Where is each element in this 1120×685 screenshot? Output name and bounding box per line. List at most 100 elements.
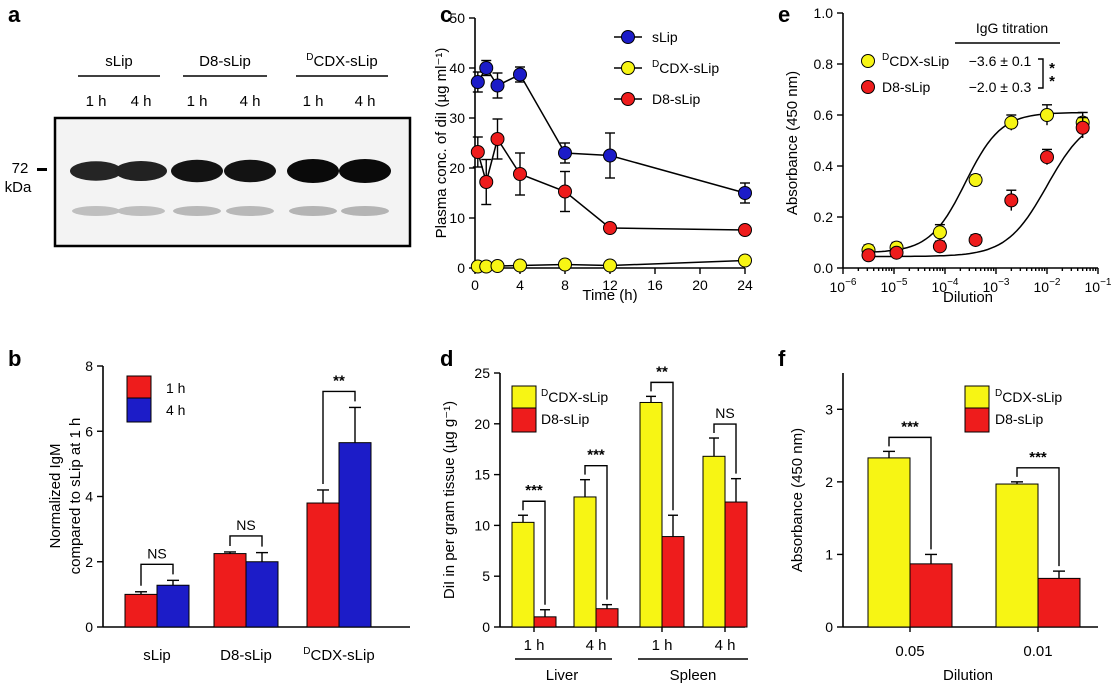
panel-label-e: e bbox=[778, 2, 790, 27]
e-point-CDX-sLip bbox=[1004, 115, 1019, 130]
d-y-tick-label: 0 bbox=[482, 619, 490, 635]
e-y-tick-label: 0.2 bbox=[814, 209, 834, 225]
e-legend-marker bbox=[861, 54, 875, 68]
c-legend-marker bbox=[621, 61, 635, 75]
c-y-tick-label: 20 bbox=[449, 160, 465, 176]
e-point-D8-sLip bbox=[889, 245, 904, 260]
e-legend-marker bbox=[861, 80, 875, 94]
f-legend-swatch bbox=[964, 407, 990, 433]
b-bar-1h bbox=[124, 593, 158, 628]
b-y-tick-label: 0 bbox=[85, 619, 93, 635]
e-point-D8-sLip bbox=[968, 232, 983, 247]
d-legend-swatch bbox=[511, 407, 537, 433]
c-point-D8-sLip bbox=[513, 167, 527, 181]
gel-lane-label: 4 h bbox=[240, 93, 261, 110]
f-significance-bracket bbox=[888, 436, 932, 550]
gel-band-lower bbox=[341, 206, 389, 216]
d-bar-D8-sLip bbox=[724, 501, 748, 628]
c-legend-label-text: CDX-sLip bbox=[659, 60, 719, 76]
d-significance-label: ** bbox=[656, 363, 668, 380]
c-x-tick-label: 0 bbox=[471, 277, 479, 293]
e-x-tick-base: 10 bbox=[830, 279, 846, 295]
d-legend-swatch bbox=[511, 385, 537, 411]
e-point-CDX-sLip bbox=[968, 173, 983, 188]
e-x-tick-label: 10−2 bbox=[1034, 277, 1061, 295]
b-significance-bracket bbox=[140, 563, 174, 586]
e-titer-value: −3.6 ± 0.1 bbox=[969, 53, 1032, 69]
d-x-tick-label: 4 h bbox=[715, 637, 736, 654]
b-significance-label: NS bbox=[236, 517, 255, 533]
f-y-tick-label: 2 bbox=[825, 474, 833, 490]
c-point-sLip bbox=[558, 146, 572, 160]
e-x-tick-exponent: −4 bbox=[947, 277, 959, 288]
b-significance-bracket bbox=[229, 535, 263, 547]
gel-band-72kda bbox=[339, 159, 391, 183]
e-point-D8-sLip bbox=[1040, 150, 1054, 165]
c-y-tick-label: 50 bbox=[449, 10, 465, 26]
d-group-label-liver: Liver bbox=[546, 667, 579, 684]
panel-label-a: a bbox=[8, 2, 21, 27]
e-x-tick-label: 10−3 bbox=[983, 277, 1010, 295]
f-significance-label: *** bbox=[901, 418, 919, 435]
d-significance-label: *** bbox=[587, 447, 605, 464]
gel-lane-label: 1 h bbox=[86, 93, 107, 110]
c-y-tick-label: 10 bbox=[449, 210, 465, 226]
f-y-tick-label: 1 bbox=[825, 546, 833, 562]
c-y-axis-label: Plasma conc. of diI (µg ml⁻¹) bbox=[433, 48, 450, 239]
c-point-sLip bbox=[470, 75, 485, 89]
b-bar-4h bbox=[338, 442, 372, 628]
gel-marker-unit: kDa bbox=[5, 179, 32, 196]
d-group-label-spleen: Spleen bbox=[670, 667, 717, 684]
e-titer-value: −2.0 ± 0.3 bbox=[969, 79, 1032, 95]
d-bar-CDX-sLip bbox=[511, 521, 535, 628]
c-point-sLip bbox=[490, 78, 505, 93]
d-bar-CDX-sLip bbox=[639, 401, 663, 628]
b-legend-label: 1 h bbox=[166, 380, 185, 396]
gel-marker-value: 72 bbox=[12, 160, 29, 177]
gel-band-72kda bbox=[70, 161, 122, 181]
c-point-D8-sLip bbox=[479, 175, 494, 189]
b-y-tick-label: 8 bbox=[85, 358, 93, 374]
gel-band-lower bbox=[173, 206, 221, 216]
b-legend-label: 4 h bbox=[166, 402, 185, 418]
f-bar-D8-sLip bbox=[909, 563, 953, 628]
c-point-CDX-sLip bbox=[513, 258, 527, 273]
e-y-tick-label: 0.8 bbox=[814, 56, 834, 72]
e-x-axis-label: Dilution bbox=[943, 289, 993, 306]
d-legend-label-superscript: D bbox=[541, 388, 548, 399]
gel-lane-label: 1 h bbox=[187, 93, 208, 110]
e-x-tick-label: 10−1 bbox=[1085, 277, 1112, 295]
f-bar-CDX-sLip bbox=[995, 483, 1039, 628]
d-legend-label-text: CDX-sLip bbox=[548, 389, 608, 405]
c-x-axis-label: Time (h) bbox=[582, 287, 637, 304]
d-legend-label: D8-sLip bbox=[541, 411, 589, 427]
f-x-tick-label: 0.05 bbox=[895, 643, 924, 660]
b-significance-label: ** bbox=[333, 372, 345, 389]
gel-group-label: D8-sLip bbox=[199, 53, 251, 70]
b-y-axis-label: compared to sLip at 1 h bbox=[67, 418, 84, 575]
c-legend-label-superscript: D bbox=[652, 59, 659, 70]
d-significance-bracket bbox=[713, 423, 737, 474]
c-legend-label: D8-sLip bbox=[652, 91, 700, 107]
e-legend-label: D8-sLip bbox=[882, 79, 930, 95]
e-x-tick-exponent: −6 bbox=[845, 277, 857, 288]
d-bar-D8-sLip bbox=[661, 536, 685, 628]
d-significance-bracket bbox=[584, 464, 608, 600]
f-y-tick-label: 0 bbox=[825, 619, 833, 635]
f-legend-swatch bbox=[964, 385, 990, 411]
e-significance-star: * bbox=[1049, 73, 1055, 90]
c-point-CDX-sLip bbox=[603, 258, 617, 273]
e-x-tick-exponent: −2 bbox=[1049, 277, 1061, 288]
f-legend-label-text: CDX-sLip bbox=[1002, 389, 1062, 405]
b-x-tick-label: sLip bbox=[143, 647, 171, 664]
c-point-sLip bbox=[603, 148, 617, 163]
c-y-tick-label: 30 bbox=[449, 110, 465, 126]
e-x-tick-label: 10−5 bbox=[881, 277, 908, 295]
c-y-tick-label: 0 bbox=[457, 260, 465, 276]
c-x-tick-label: 4 bbox=[516, 277, 524, 293]
f-significance-bracket bbox=[1016, 467, 1060, 567]
d-significance-bracket bbox=[650, 381, 674, 511]
b-x-tick-label: D8-sLip bbox=[220, 647, 272, 664]
gel-lane-label: 4 h bbox=[355, 93, 376, 110]
